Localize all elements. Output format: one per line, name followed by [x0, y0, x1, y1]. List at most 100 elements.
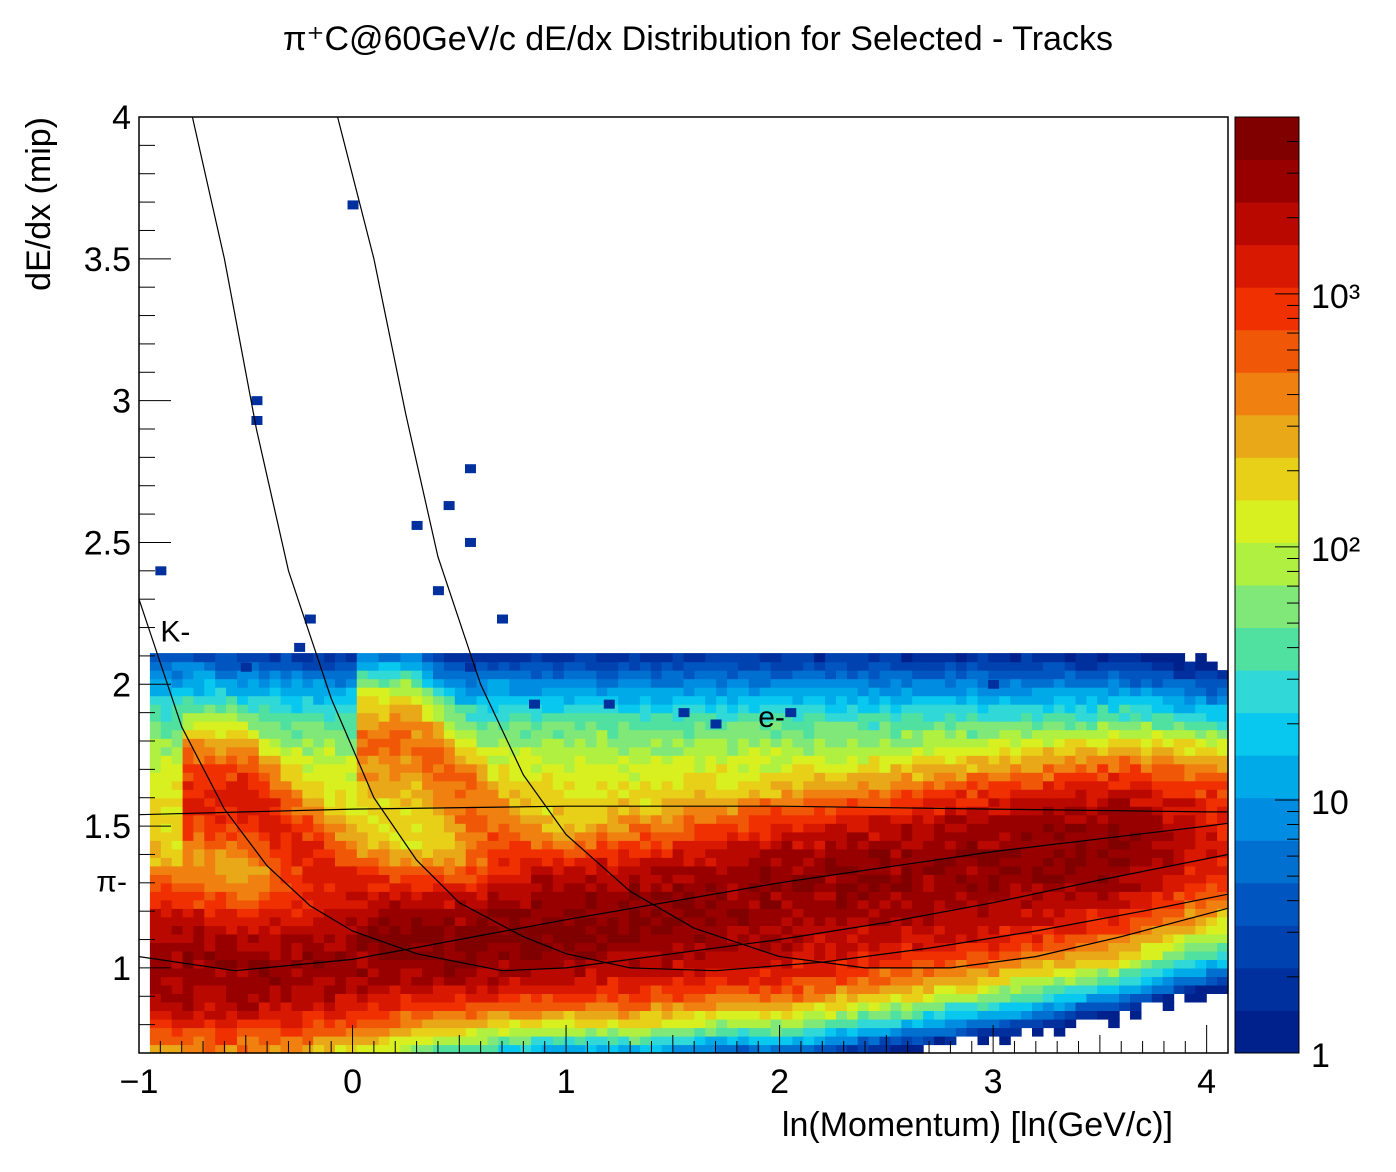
- heatmap-cell: [1064, 874, 1077, 884]
- heatmap-cell: [1108, 908, 1120, 918]
- heatmap-cell: [596, 789, 608, 799]
- heatmap-cell: [324, 670, 336, 680]
- heatmap-cell: [1021, 772, 1033, 782]
- heatmap-cell: [574, 1036, 587, 1046]
- heatmap-cell: [650, 933, 663, 943]
- heatmap-cell: [182, 738, 195, 748]
- heatmap-cell: [454, 967, 467, 977]
- heatmap-cell: [1075, 950, 1087, 960]
- heatmap-cell: [552, 848, 565, 858]
- heatmap-cell: [716, 993, 728, 1003]
- heatmap-cell: [193, 670, 205, 680]
- heatmap-cell: [814, 916, 826, 926]
- heatmap-cell: [433, 806, 445, 816]
- heatmap-cell: [781, 780, 793, 790]
- heatmap-cell: [923, 712, 935, 722]
- x-tick-label: 4: [1197, 1063, 1216, 1101]
- heatmap-cell: [596, 899, 608, 909]
- heatmap-cell: [574, 874, 587, 884]
- heatmap-cell: [759, 755, 772, 765]
- heatmap-cell: [857, 899, 870, 909]
- heatmap-cell: [857, 891, 870, 901]
- heatmap-cell: [1130, 712, 1142, 722]
- heatmap-cell: [1021, 899, 1033, 909]
- heatmap-cell: [814, 840, 826, 850]
- heatmap-cell: [1151, 653, 1164, 663]
- heatmap-cell: [879, 772, 891, 782]
- heatmap-cell: [716, 831, 728, 841]
- heatmap-cell: [1053, 908, 1066, 918]
- heatmap-cell: [487, 1019, 499, 1029]
- heatmap-cell: [737, 874, 750, 884]
- heatmap-cell: [585, 755, 597, 765]
- heatmap-cell: [400, 993, 412, 1003]
- heatmap-cell: [661, 823, 674, 833]
- heatmap-cell: [585, 916, 597, 926]
- heatmap-cell: [487, 704, 499, 714]
- heatmap-cell: [422, 831, 434, 841]
- heatmap-cell: [291, 653, 303, 663]
- colorbar-swatch: [1235, 499, 1299, 543]
- heatmap-cell: [759, 831, 772, 841]
- heatmap-cell: [149, 738, 162, 748]
- heatmap-cell: [487, 1036, 499, 1046]
- heatmap-cell: [182, 661, 195, 671]
- heatmap-cell: [389, 967, 401, 977]
- heatmap-cell: [618, 840, 630, 850]
- heatmap-cell: [683, 933, 695, 943]
- heatmap-cell: [531, 678, 543, 688]
- heatmap-cell: [498, 687, 510, 697]
- heatmap-cell: [313, 823, 325, 833]
- heatmap-cell: [1021, 976, 1033, 986]
- heatmap-cell: [443, 908, 456, 918]
- heatmap-cell: [378, 933, 391, 943]
- heatmap-cell: [912, 891, 924, 901]
- heatmap-cell: [944, 678, 957, 688]
- heatmap-cell: [868, 755, 881, 765]
- heatmap-cell: [422, 695, 434, 705]
- heatmap-cell: [629, 865, 641, 875]
- heatmap-cell: [1162, 925, 1175, 935]
- heatmap-cell: [1108, 984, 1120, 994]
- heatmap-cell: [389, 763, 401, 773]
- heatmap-cell: [966, 814, 979, 824]
- heatmap-cell: [1217, 984, 1229, 994]
- heatmap-cell: [389, 755, 401, 765]
- heatmap-cell: [541, 687, 554, 697]
- heatmap-cell: [1021, 695, 1033, 705]
- heatmap-cell: [781, 874, 793, 884]
- heatmap-cell: [792, 746, 804, 756]
- heatmap-cell: [955, 1010, 968, 1020]
- heatmap-cell: [1086, 882, 1098, 892]
- heatmap-cell: [552, 874, 565, 884]
- heatmap-cell: [618, 695, 630, 705]
- heatmap-cell: [1053, 857, 1066, 867]
- heatmap-cell: [639, 993, 652, 1003]
- heatmap-cell: [1151, 704, 1164, 714]
- heatmap-cell: [803, 1027, 815, 1037]
- heatmap-cell: [280, 908, 293, 918]
- heatmap-cell: [748, 1001, 761, 1011]
- heatmap-cell: [520, 806, 532, 816]
- heatmap-cell: [1108, 712, 1120, 722]
- heatmap-cell: [955, 729, 968, 739]
- heatmap-cell: [1064, 729, 1077, 739]
- heatmap-cell: [1075, 789, 1087, 799]
- heatmap-cell: [345, 653, 358, 663]
- heatmap-cell: [836, 1010, 848, 1020]
- heatmap-cell: [727, 899, 739, 909]
- heatmap-cell: [193, 704, 205, 714]
- heatmap-cell: [727, 823, 739, 833]
- heatmap-cell: [1010, 738, 1022, 748]
- heatmap-cell: [781, 712, 793, 722]
- heatmap-cell: [857, 1010, 870, 1020]
- heatmap-cell: [1010, 823, 1022, 833]
- heatmap-cell: [204, 738, 216, 748]
- heatmap-cell: [912, 687, 924, 697]
- heatmap-cell: [1042, 848, 1055, 858]
- heatmap-cell: [1021, 806, 1033, 816]
- heatmap-cell: [367, 925, 380, 935]
- heatmap-cell: [1010, 772, 1022, 782]
- heatmap-cell: [781, 823, 793, 833]
- heatmap-cell: [509, 721, 521, 731]
